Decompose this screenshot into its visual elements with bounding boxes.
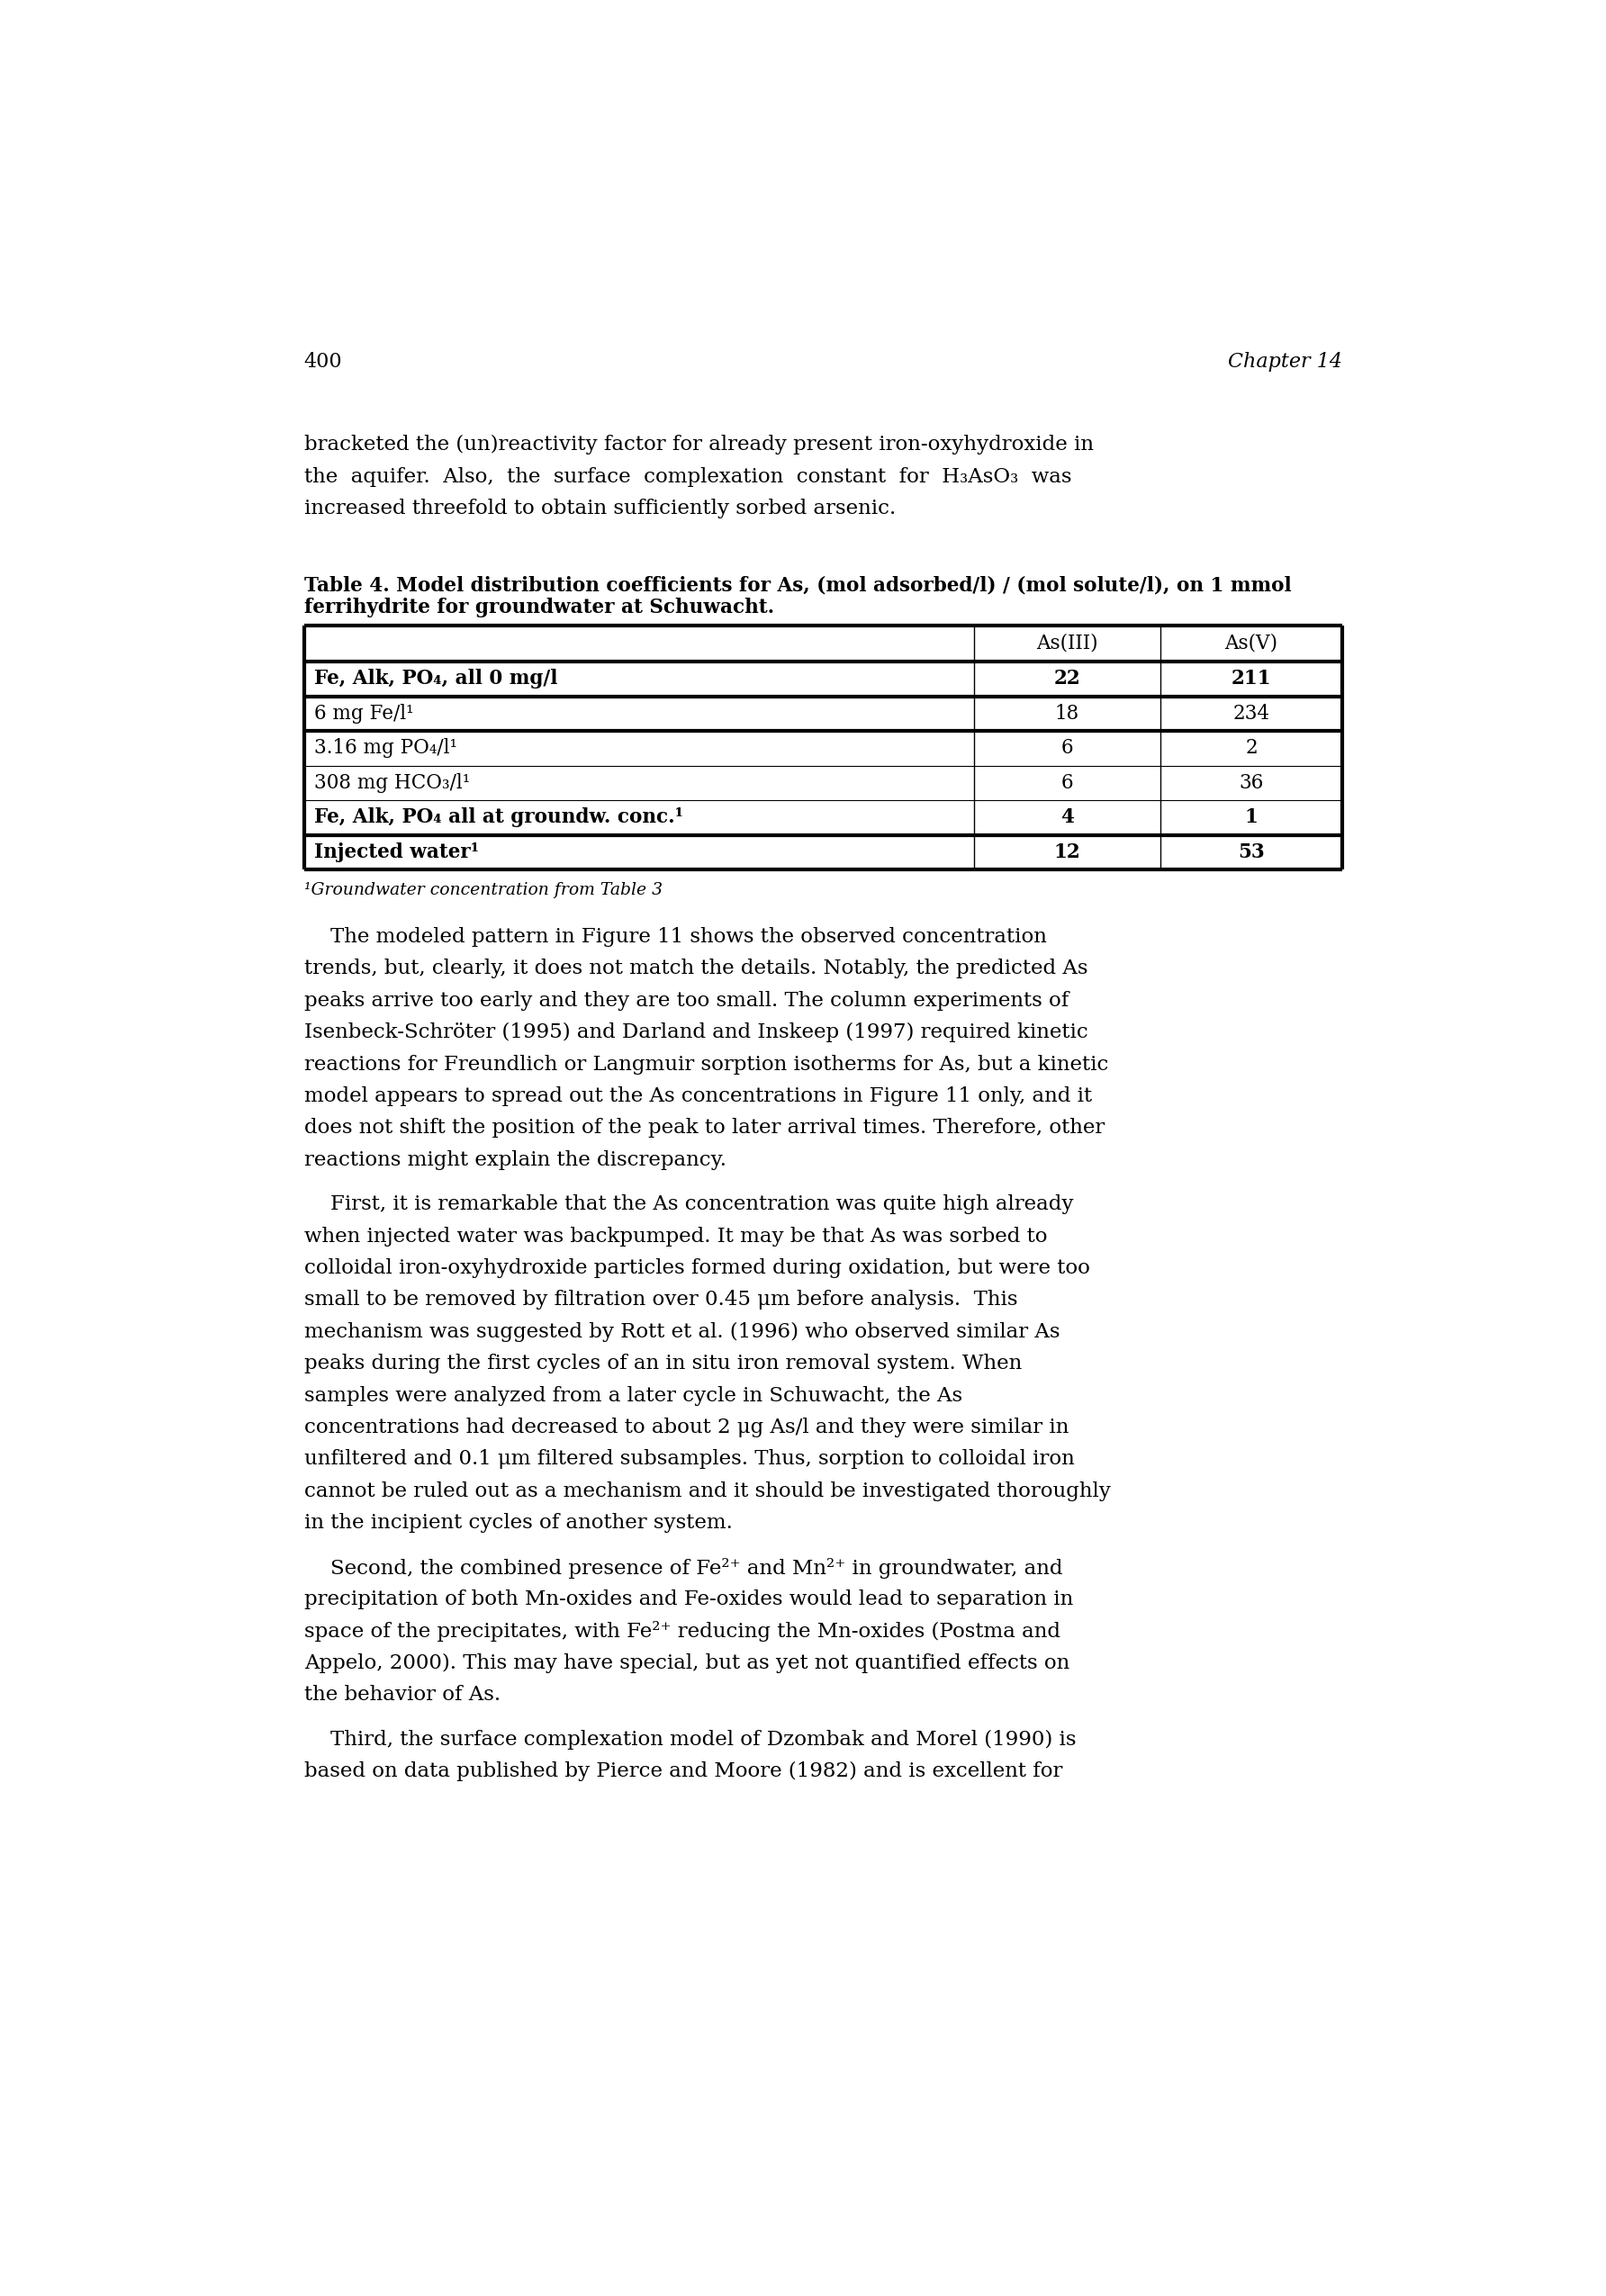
- Text: 211: 211: [1232, 668, 1272, 689]
- Text: reactions for Freundlich or Langmuir sorption isotherms for As, but a kinetic: reactions for Freundlich or Langmuir sor…: [304, 1054, 1108, 1075]
- Text: 18: 18: [1055, 703, 1079, 723]
- Text: space of the precipitates, with Fe²⁺ reducing the Mn-oxides (Postma and: space of the precipitates, with Fe²⁺ red…: [304, 1621, 1060, 1642]
- Text: 36: 36: [1238, 774, 1264, 792]
- Text: As(V): As(V): [1225, 634, 1278, 654]
- Text: does not shift the position of the peak to later arrival times. Therefore, other: does not shift the position of the peak …: [304, 1118, 1105, 1139]
- Text: colloidal iron-oxyhydroxide particles formed during oxidation, but were too: colloidal iron-oxyhydroxide particles fo…: [304, 1258, 1090, 1279]
- Text: the  aquifer.  Also,  the  surface  complexation  constant  for  H₃AsO₃  was: the aquifer. Also, the surface complexat…: [304, 466, 1071, 487]
- Text: ¹Groundwater concentration from Table 3: ¹Groundwater concentration from Table 3: [304, 882, 662, 898]
- Text: unfiltered and 0.1 μm filtered subsamples. Thus, sorption to colloidal iron: unfiltered and 0.1 μm filtered subsample…: [304, 1449, 1074, 1469]
- Text: 3.16 mg PO₄/l¹: 3.16 mg PO₄/l¹: [313, 739, 458, 758]
- Text: As(III): As(III): [1036, 634, 1099, 654]
- Text: 2: 2: [1245, 739, 1257, 758]
- Text: Appelo, 2000). This may have special, but as yet not quantified effects on: Appelo, 2000). This may have special, bu…: [304, 1653, 1070, 1674]
- Text: 6: 6: [1062, 739, 1073, 758]
- Text: trends, but, clearly, it does not match the details. Notably, the predicted As: trends, but, clearly, it does not match …: [304, 960, 1087, 978]
- Text: Injected water¹: Injected water¹: [313, 843, 479, 861]
- Text: 6: 6: [1062, 774, 1073, 792]
- Text: in the incipient cycles of another system.: in the incipient cycles of another syste…: [304, 1513, 732, 1534]
- Text: small to be removed by filtration over 0.45 μm before analysis.  This: small to be removed by filtration over 0…: [304, 1290, 1018, 1311]
- Text: 4: 4: [1060, 808, 1074, 827]
- Text: peaks arrive too early and they are too small. The column experiments of: peaks arrive too early and they are too …: [304, 992, 1068, 1010]
- Text: 12: 12: [1054, 843, 1081, 861]
- Text: 22: 22: [1054, 668, 1081, 689]
- Text: Fe, Alk, PO₄ all at groundw. conc.¹: Fe, Alk, PO₄ all at groundw. conc.¹: [313, 808, 683, 827]
- Text: based on data published by Pierce and Moore (1982) and is excellent for: based on data published by Pierce and Mo…: [304, 1761, 1062, 1782]
- Text: bracketed the (un)reactivity factor for already present iron-oxyhydroxide in: bracketed the (un)reactivity factor for …: [304, 434, 1094, 455]
- Text: 6 mg Fe/l¹: 6 mg Fe/l¹: [313, 703, 413, 723]
- Text: 1: 1: [1245, 808, 1257, 827]
- Text: mechanism was suggested by Rott et al. (1996) who observed similar As: mechanism was suggested by Rott et al. (…: [304, 1322, 1060, 1341]
- Text: peaks during the first cycles of an in situ iron removal system. When: peaks during the first cycles of an in s…: [304, 1355, 1021, 1373]
- Text: Second, the combined presence of Fe²⁺ and Mn²⁺ in groundwater, and: Second, the combined presence of Fe²⁺ an…: [304, 1557, 1063, 1577]
- Text: model appears to spread out the As concentrations in Figure 11 only, and it: model appears to spread out the As conce…: [304, 1086, 1092, 1107]
- Text: 308 mg HCO₃/l¹: 308 mg HCO₃/l¹: [313, 774, 469, 792]
- Text: when injected water was backpumped. It may be that As was sorbed to: when injected water was backpumped. It m…: [304, 1226, 1047, 1247]
- Text: precipitation of both Mn-oxides and Fe-oxides would lead to separation in: precipitation of both Mn-oxides and Fe-o…: [304, 1589, 1073, 1609]
- Text: reactions might explain the discrepancy.: reactions might explain the discrepancy.: [304, 1150, 726, 1171]
- Text: 53: 53: [1238, 843, 1264, 861]
- Text: cannot be ruled out as a mechanism and it should be investigated thoroughly: cannot be ruled out as a mechanism and i…: [304, 1481, 1110, 1502]
- Text: First, it is remarkable that the As concentration was quite high already: First, it is remarkable that the As conc…: [304, 1194, 1073, 1215]
- Text: Isenbeck-Schröter (1995) and Darland and Inskeep (1997) required kinetic: Isenbeck-Schröter (1995) and Darland and…: [304, 1022, 1087, 1042]
- Text: ferrihydrite for groundwater at Schuwacht.: ferrihydrite for groundwater at Schuwach…: [304, 597, 774, 618]
- Text: the behavior of As.: the behavior of As.: [304, 1685, 501, 1706]
- Text: Chapter 14: Chapter 14: [1229, 351, 1343, 372]
- Text: increased threefold to obtain sufficiently sorbed arsenic.: increased threefold to obtain sufficient…: [304, 498, 896, 519]
- Text: Fe, Alk, PO₄, all 0 mg/l: Fe, Alk, PO₄, all 0 mg/l: [313, 668, 557, 689]
- Text: Table 4. Model distribution coefficients for As, (mol adsorbed/l) / (mol solute/: Table 4. Model distribution coefficients…: [304, 576, 1291, 595]
- Text: 234: 234: [1233, 703, 1270, 723]
- Text: The modeled pattern in Figure 11 shows the observed concentration: The modeled pattern in Figure 11 shows t…: [304, 928, 1047, 946]
- Text: Third, the surface complexation model of Dzombak and Morel (1990) is: Third, the surface complexation model of…: [304, 1729, 1076, 1750]
- Text: concentrations had decreased to about 2 μg As/l and they were similar in: concentrations had decreased to about 2 …: [304, 1417, 1068, 1437]
- Text: samples were analyzed from a later cycle in Schuwacht, the As: samples were analyzed from a later cycle…: [304, 1387, 962, 1405]
- Text: 400: 400: [304, 351, 342, 372]
